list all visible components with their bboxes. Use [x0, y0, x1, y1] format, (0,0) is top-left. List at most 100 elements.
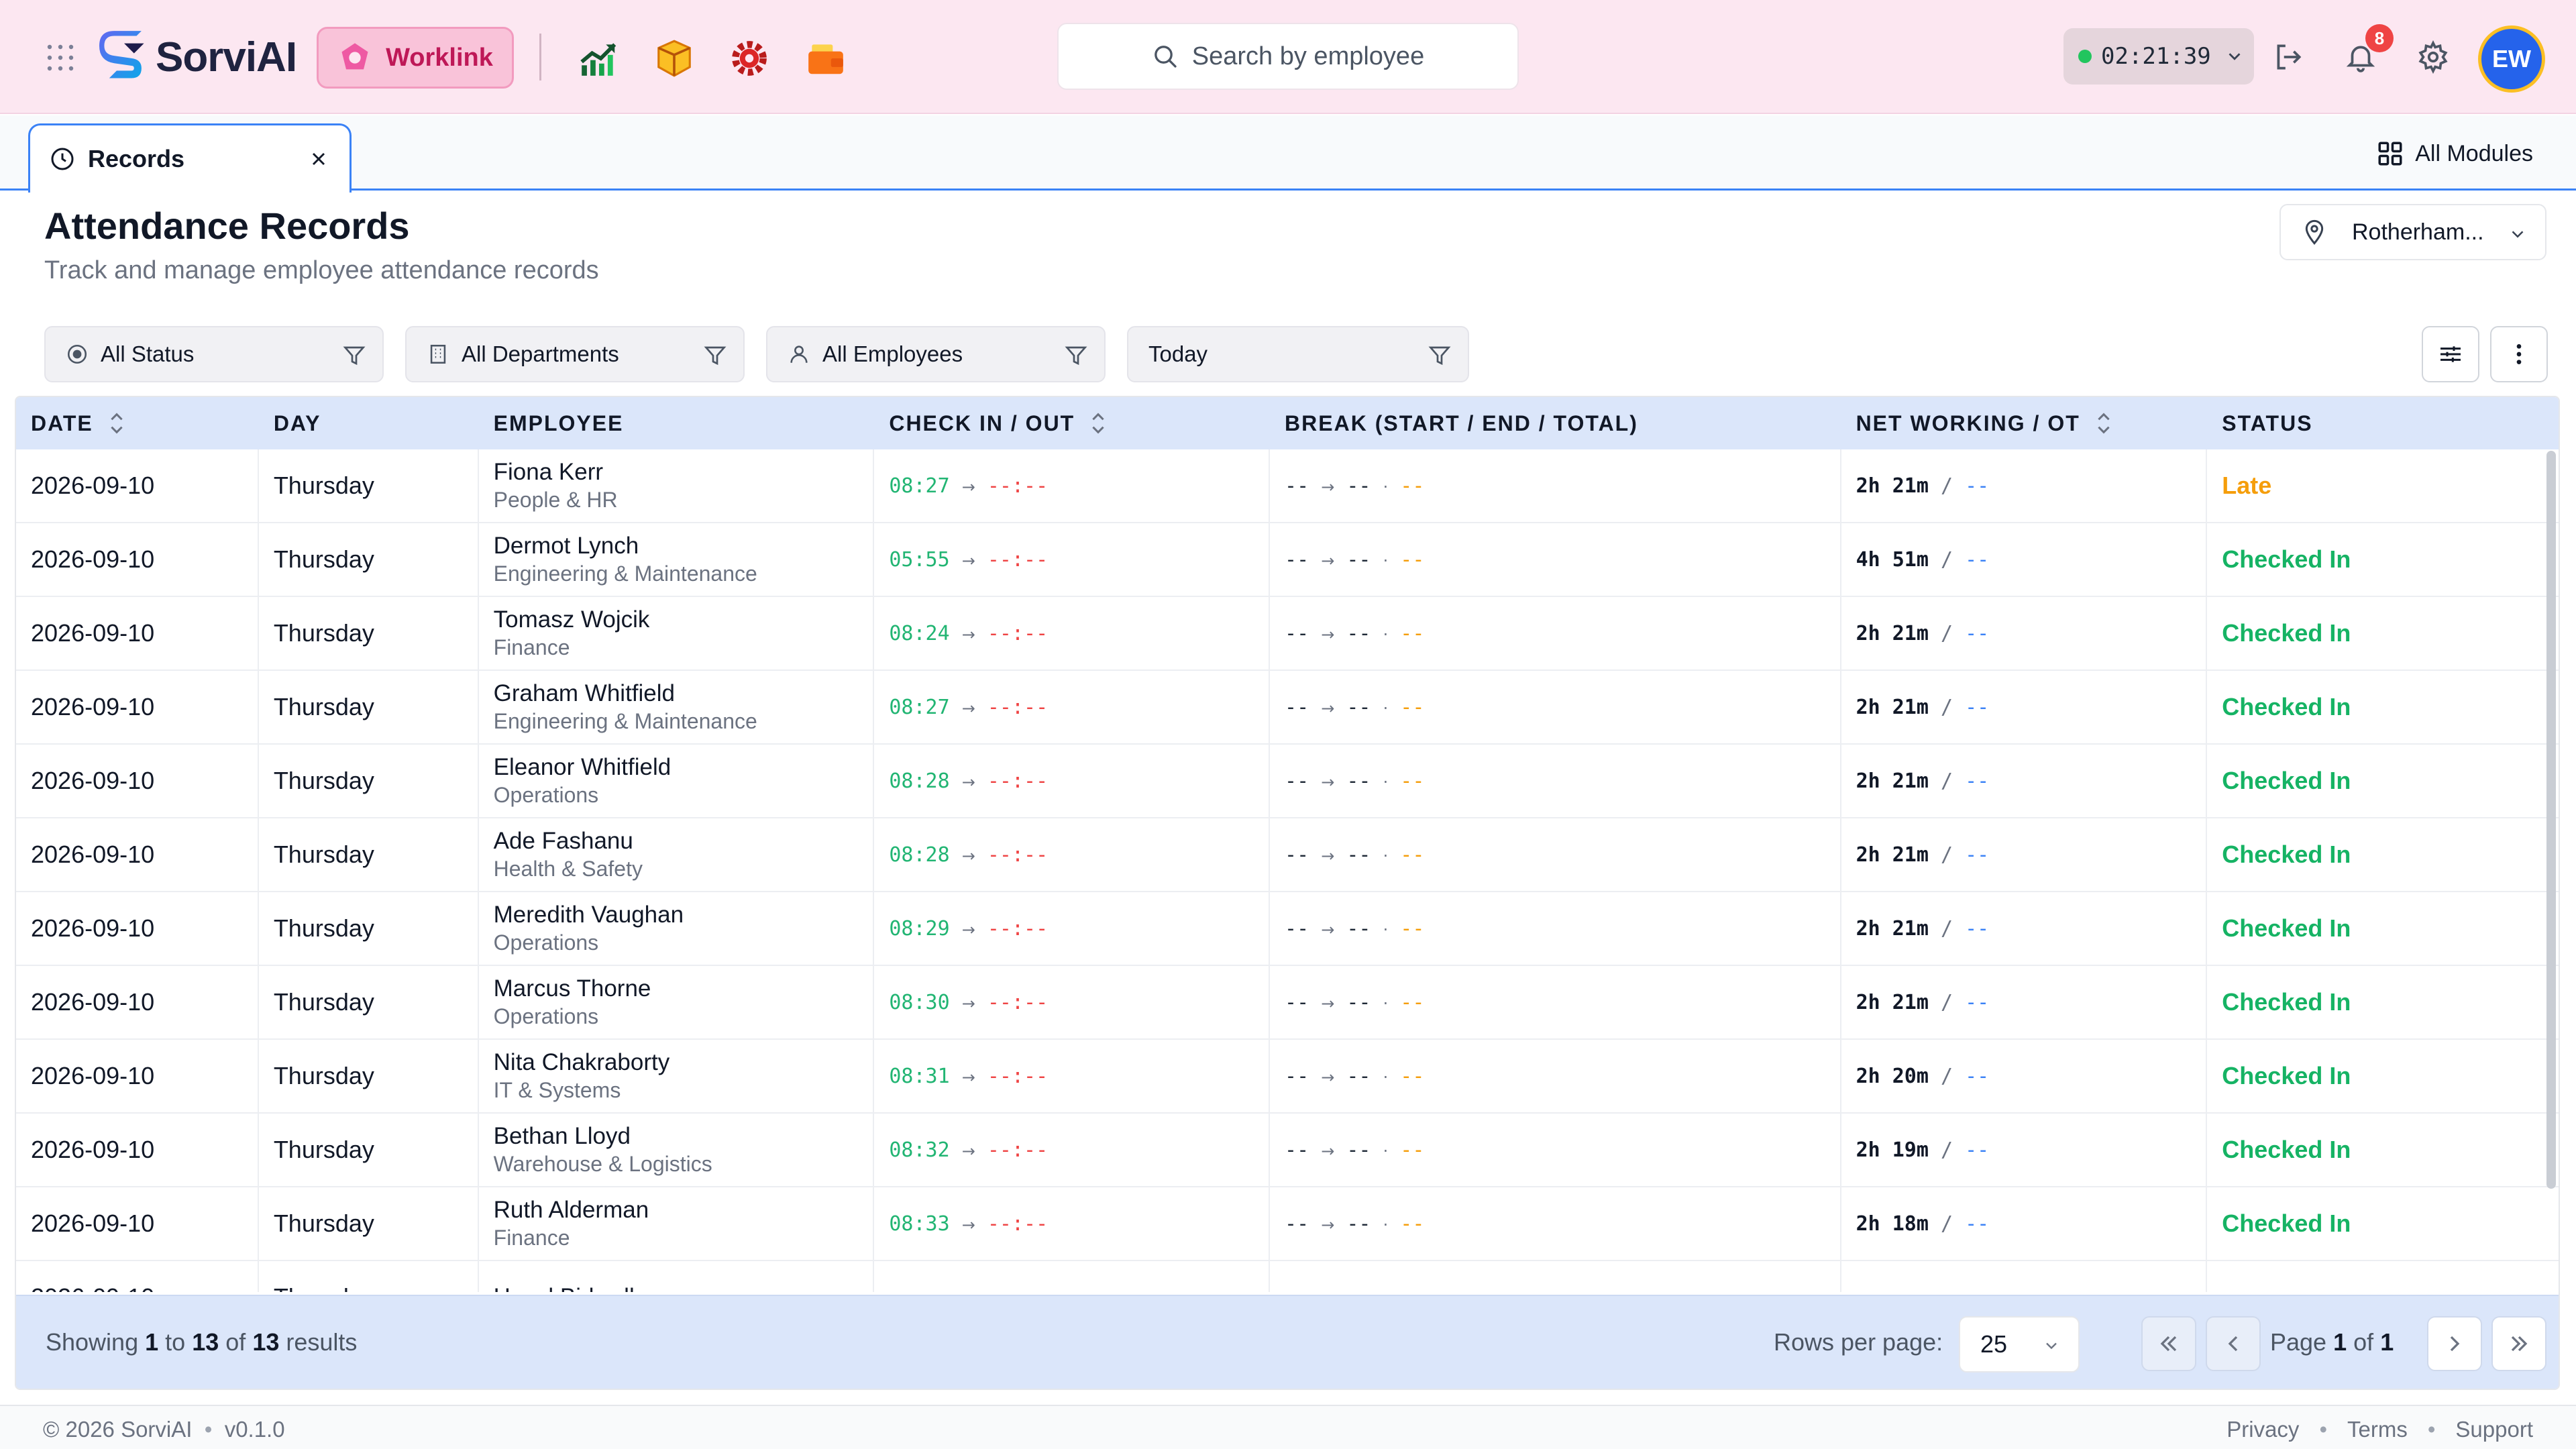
date-cell: 2026-09-10 [16, 523, 259, 596]
day-cell: Thursday [259, 523, 479, 596]
table-row[interactable]: 2026-09-10 Thursday Nita Chakraborty IT & S… [16, 1040, 2559, 1114]
terms-link[interactable]: Terms [2347, 1417, 2408, 1442]
package-icon[interactable] [653, 38, 695, 79]
tab-records[interactable]: Records [28, 123, 352, 193]
check-out-time: --:-- [987, 1064, 1049, 1088]
column-status: STATUS [2207, 397, 2559, 449]
column-check[interactable]: CHECK IN / OUT [874, 397, 1270, 449]
session-timer[interactable]: 02:21:39 [2063, 28, 2254, 85]
status-badge: Checked In [2222, 1210, 2351, 1237]
status-filter[interactable]: All Status [44, 326, 384, 382]
check-in-time: 08:28 [889, 769, 950, 793]
check-in-time: 08:27 [889, 474, 950, 498]
user-avatar[interactable]: EW [2478, 25, 2545, 93]
logout-icon[interactable] [2271, 40, 2305, 74]
table-row[interactable]: 2026-09-10 Thursday Marcus Thorne Operation… [16, 966, 2559, 1040]
table-row[interactable]: 2026-09-10 Thursday Dermot Lynch Engineerin… [16, 523, 2559, 597]
support-link[interactable]: Support [2455, 1417, 2533, 1442]
break-start: -- [1285, 843, 1309, 867]
date-cell: 2026-09-10 [16, 745, 259, 817]
first-page-button[interactable] [2141, 1316, 2196, 1371]
more-options-button[interactable] [2490, 326, 2548, 382]
footer-bullet: • [2319, 1417, 2327, 1442]
chart-trend-icon[interactable] [578, 38, 620, 79]
employee-name: Fiona Kerr [493, 459, 604, 485]
employee-filter[interactable]: All Employees [766, 326, 1106, 382]
slash-separator: / [1941, 474, 1953, 498]
table-row[interactable]: 2026-09-10 Thursday Hazel Bidwell [16, 1261, 2559, 1292]
department-filter[interactable]: All Departments [405, 326, 745, 382]
check-cell: 08:29 → --:-- [874, 892, 1271, 965]
gear-icon[interactable] [2416, 40, 2450, 74]
table-row[interactable]: 2026-09-10 Thursday Ruth Alderman Finance 08… [16, 1187, 2559, 1261]
date-value: 2026-09-10 [31, 914, 155, 942]
employee-filter-label: All Employees [822, 341, 963, 366]
table-row[interactable]: 2026-09-10 Thursday Fiona Kerr People & HR 0… [16, 449, 2559, 523]
table-body: 2026-09-10 Thursday Fiona Kerr People & HR 0… [16, 449, 2559, 1292]
column-net-label: NET WORKING / OT [1856, 411, 2080, 435]
table-row[interactable]: 2026-09-10 Thursday Ade Fashanu Health & Sa… [16, 818, 2559, 892]
break-end: -- [1346, 695, 1371, 719]
privacy-link[interactable]: Privacy [2226, 1417, 2300, 1442]
slash-separator: / [1941, 695, 1953, 719]
net-cell: 4h 51m / -- [1841, 523, 2208, 596]
date-filter[interactable]: Today [1127, 326, 1469, 382]
employee-name: Graham Whitfield [493, 680, 676, 706]
table-row[interactable]: 2026-09-10 Thursday Graham Whitfield Engine… [16, 671, 2559, 745]
notification-bell-icon[interactable] [2344, 40, 2377, 74]
break-cell: -- → -- · -- [1270, 449, 1841, 522]
break-start: -- [1285, 621, 1309, 645]
date-cell: 2026-09-10 [16, 671, 259, 743]
table-scrollbar[interactable] [2546, 451, 2556, 1189]
results-summary: Showing 1 to 13 of 13 results [46, 1328, 357, 1356]
column-date[interactable]: DATE [16, 397, 259, 449]
table-row[interactable]: 2026-09-10 Thursday Meredith Vaughan Operat… [16, 892, 2559, 966]
check-cell: 08:27 → --:-- [874, 449, 1271, 522]
employee-department: People & HR [493, 488, 618, 512]
employee-search-input[interactable]: Search by employee [1057, 23, 1519, 90]
chevrons-right-icon [2511, 1336, 2528, 1352]
break-total: -- [1400, 916, 1425, 941]
wallet-icon[interactable] [805, 38, 847, 79]
break-values: -- → -- · -- [1285, 917, 1840, 941]
net-working-value: 2h 18m [1856, 1212, 1929, 1236]
location-select[interactable]: Rotherham... [2279, 204, 2546, 260]
last-page-button[interactable] [2491, 1316, 2546, 1371]
table-row[interactable]: 2026-09-10 Thursday Bethan Lloyd Warehouse … [16, 1114, 2559, 1187]
app-grid-icon[interactable] [44, 42, 76, 74]
net-working-value: 2h 21m [1856, 695, 1929, 719]
brand-logo[interactable]: SorviAI [99, 30, 297, 85]
net-working: 2h 18m / -- [1856, 1212, 2206, 1236]
day-value: Thursday [273, 619, 374, 647]
column-net[interactable]: NET WORKING / OT [1841, 397, 2208, 449]
showing-prefix: Showing [46, 1328, 139, 1356]
close-icon[interactable] [308, 148, 329, 170]
date-cell: 2026-09-10 [16, 1114, 259, 1186]
rows-per-page-select[interactable]: 25 [1959, 1316, 2080, 1373]
check-cell: 08:30 → --:-- [874, 966, 1271, 1038]
table-row[interactable]: 2026-09-10 Thursday Tomasz Wojcik Finance 08… [16, 597, 2559, 671]
all-modules-button[interactable]: All Modules [2376, 136, 2533, 172]
day-value: Thursday [273, 1062, 374, 1089]
check-out-time: --:-- [987, 916, 1049, 941]
sort-icon [111, 413, 123, 434]
employee-name: Nita Chakraborty [493, 1049, 670, 1075]
net-cell: 2h 21m / -- [1841, 671, 2208, 743]
next-page-button[interactable] [2427, 1316, 2482, 1371]
previous-page-button[interactable] [2206, 1316, 2261, 1371]
break-total: -- [1400, 474, 1425, 498]
status-badge: Checked In [2222, 545, 2351, 573]
sort-icon [1092, 413, 1104, 434]
status-badge: Checked In [2222, 693, 2351, 720]
column-settings-button[interactable] [2422, 326, 2479, 382]
footer-links: Privacy • Terms • Support [2226, 1417, 2533, 1442]
arrow-right-icon: → [961, 1141, 975, 1161]
employee-department: Finance [493, 635, 570, 659]
break-values: -- → -- · -- [1285, 1138, 1840, 1162]
worklink-module-button[interactable]: Worklink [317, 27, 514, 89]
day-value: Thursday [273, 693, 374, 720]
employee-cell: Bethan Lloyd Warehouse & Logistics [479, 1114, 875, 1186]
table-row[interactable]: 2026-09-10 Thursday Eleanor Whitfield Opera… [16, 745, 2559, 818]
check-out-time: --:-- [987, 695, 1049, 719]
settings-cog-icon[interactable] [729, 38, 770, 79]
